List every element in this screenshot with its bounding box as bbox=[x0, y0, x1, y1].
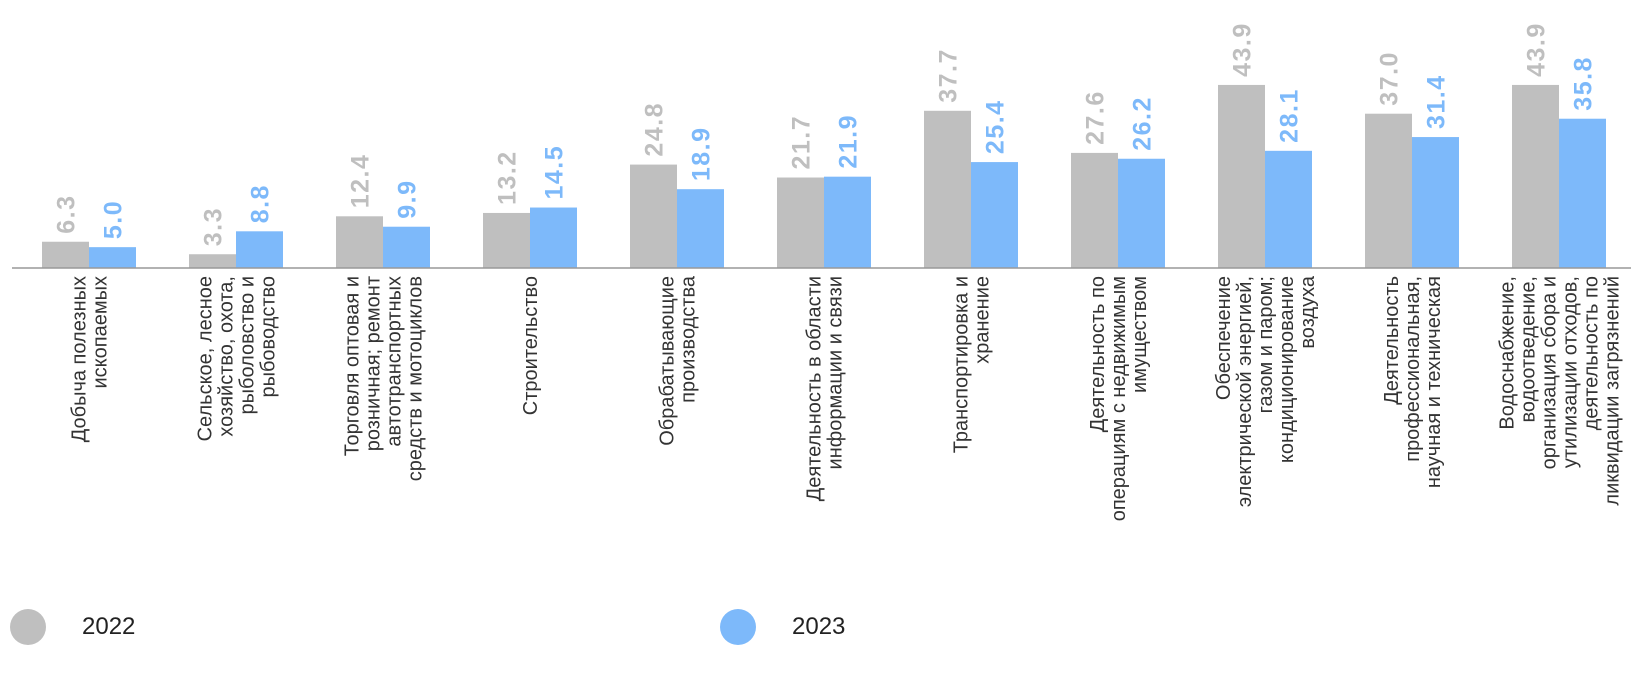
bar-chart: 6.3 5.0 3.3 8.8 12.4 9.9 13.2 14.5 24.8 18.9 21.7 2… bbox=[12, 22, 1631, 521]
category-label-line: рыбоводство bbox=[258, 276, 280, 398]
category-label-line: Обеспечение bbox=[1213, 276, 1235, 400]
bar-2022-1 bbox=[42, 241, 89, 268]
category-label-line: электрической энергией, bbox=[1234, 276, 1256, 507]
category-label-line: воздуха bbox=[1297, 275, 1319, 348]
value-label-2022-4: 13.2 bbox=[494, 150, 522, 205]
category-label-line: средств и мотоциклов bbox=[405, 276, 427, 481]
category-label-line: информации и связи bbox=[825, 276, 847, 469]
category-label-line: газом и паром; bbox=[1255, 276, 1277, 413]
bar-2023-7 bbox=[971, 162, 1018, 268]
bar-2022-3 bbox=[336, 216, 383, 268]
value-label-2022-8: 27.6 bbox=[1082, 90, 1110, 145]
category-label-line: научная и техническая bbox=[1423, 276, 1445, 488]
category-label-9: Обеспечениеэлектрической энергией,газом … bbox=[1213, 275, 1319, 507]
bar-2023-9 bbox=[1265, 150, 1312, 268]
legend-label-2022: 2022 bbox=[82, 613, 136, 640]
bar-2022-9 bbox=[1218, 84, 1265, 268]
category-label-7: Транспортировка ихранение bbox=[951, 276, 994, 453]
category-label-line: организация сбора и bbox=[1539, 276, 1561, 469]
category-label-2: Сельское, лесноехозяйство, охота,рыболов… bbox=[195, 276, 280, 441]
category-label-5: Обрабатывающиепроизводства bbox=[657, 275, 700, 446]
value-label-2023-9: 28.1 bbox=[1276, 88, 1304, 143]
legend-swatch-2023 bbox=[720, 609, 756, 645]
value-label-2023-5: 18.9 bbox=[688, 127, 716, 182]
value-label-2022-2: 3.3 bbox=[200, 207, 228, 246]
value-labels-layer: 6.3 5.0 3.3 8.8 12.4 9.9 13.2 14.5 24.8 18.9 21.7 2… bbox=[53, 22, 1598, 246]
value-label-2022-11: 43.9 bbox=[1523, 22, 1551, 77]
category-label-line: Деятельность bbox=[1381, 276, 1403, 405]
value-label-2023-10: 31.4 bbox=[1423, 74, 1451, 129]
category-label-line: хозяйство, охота, bbox=[216, 276, 238, 437]
value-label-2023-3: 9.9 bbox=[394, 179, 422, 218]
category-label-6: Деятельность в областиинформации и связи bbox=[804, 276, 847, 501]
category-label-4: Строительство bbox=[520, 276, 542, 415]
category-label-line: кондиционирование bbox=[1276, 276, 1298, 463]
bar-2022-7 bbox=[924, 110, 971, 268]
value-label-2022-5: 24.8 bbox=[641, 102, 669, 157]
bar-2023-5 bbox=[677, 189, 724, 268]
legend-label-2023: 2023 bbox=[792, 613, 846, 640]
bar-2022-6 bbox=[777, 177, 824, 268]
category-label-line: производства bbox=[678, 275, 700, 403]
bar-2023-11 bbox=[1559, 118, 1606, 269]
category-label-line: розничная; ремонт bbox=[363, 276, 385, 451]
bar-2023-2 bbox=[236, 231, 283, 268]
category-label-line: операциям с недвижимым bbox=[1108, 276, 1130, 521]
value-label-2023-11: 35.8 bbox=[1570, 56, 1598, 111]
category-label-10: Деятельностьпрофессиональная,научная и т… bbox=[1381, 276, 1445, 488]
category-label-line: Деятельность по bbox=[1087, 276, 1109, 432]
bar-2023-6 bbox=[824, 176, 871, 268]
category-labels-layer: Добыча полезныхископаемых Сельское, лесно… bbox=[69, 275, 1624, 521]
bar-2022-11 bbox=[1512, 84, 1559, 268]
category-label-line: водоотведение, bbox=[1518, 276, 1540, 423]
category-label-line: Водоснабжение, bbox=[1497, 276, 1519, 430]
category-label-11: Водоснабжение,водоотведение,организация … bbox=[1497, 276, 1624, 506]
category-label-line: Торговля оптовая и bbox=[342, 276, 364, 456]
category-label-line: ископаемых bbox=[90, 276, 112, 388]
value-label-2023-6: 21.9 bbox=[835, 114, 863, 169]
bar-2022-4 bbox=[483, 212, 530, 268]
value-label-2023-7: 25.4 bbox=[982, 99, 1010, 154]
bar-2023-8 bbox=[1118, 158, 1165, 268]
category-label-line: Добыча полезных bbox=[69, 276, 91, 442]
category-label-line: Деятельность в области bbox=[804, 276, 826, 501]
bar-2023-10 bbox=[1412, 137, 1459, 268]
value-label-2022-9: 43.9 bbox=[1229, 22, 1257, 77]
value-label-2023-2: 8.8 bbox=[247, 184, 275, 223]
category-label-8: Деятельность пооперациям с недвижимымиму… bbox=[1087, 276, 1151, 521]
legend-item-2023: 2023 bbox=[720, 605, 845, 649]
value-label-2022-1: 6.3 bbox=[53, 194, 81, 233]
bar-2022-8 bbox=[1071, 152, 1118, 268]
category-label-line: утилизации отходов, bbox=[1560, 276, 1582, 468]
category-label-line: Обрабатывающие bbox=[657, 276, 679, 446]
category-label-line: Транспортировка и bbox=[951, 276, 973, 453]
category-label-line: Сельское, лесное bbox=[195, 276, 217, 441]
category-label-line: Строительство bbox=[520, 276, 542, 415]
bars-layer bbox=[42, 84, 1606, 269]
category-label-1: Добыча полезныхископаемых bbox=[69, 276, 112, 442]
value-label-2022-7: 37.7 bbox=[935, 48, 963, 103]
category-label-line: профессиональная, bbox=[1402, 276, 1424, 462]
category-label-line: имуществом bbox=[1129, 276, 1151, 393]
value-label-2023-1: 5.0 bbox=[100, 200, 128, 239]
value-label-2022-6: 21.7 bbox=[788, 115, 816, 170]
legend-item-2022: 2022 bbox=[10, 605, 135, 649]
value-label-2022-10: 37.0 bbox=[1376, 51, 1404, 106]
category-label-line: ликвидации загрязнений bbox=[1602, 276, 1624, 506]
value-label-2023-8: 26.2 bbox=[1129, 96, 1157, 151]
category-label-line: рыболовство и bbox=[237, 276, 259, 414]
bar-2022-10 bbox=[1365, 113, 1412, 269]
value-label-2022-3: 12.4 bbox=[347, 154, 375, 209]
category-label-line: хранение bbox=[972, 276, 994, 364]
category-label-line: автотранспортных bbox=[384, 276, 406, 447]
bar-2023-4 bbox=[530, 207, 577, 268]
category-label-line: деятельность по bbox=[1581, 276, 1603, 430]
bar-2022-2 bbox=[189, 254, 236, 268]
bar-2023-3 bbox=[383, 226, 430, 268]
bar-2022-5 bbox=[630, 164, 677, 268]
value-label-2023-4: 14.5 bbox=[541, 145, 569, 200]
category-label-3: Торговля оптовая ирозничная; ремонтавтот… bbox=[342, 276, 427, 481]
legend-swatch-2022 bbox=[10, 609, 46, 645]
bar-2023-1 bbox=[89, 247, 136, 268]
